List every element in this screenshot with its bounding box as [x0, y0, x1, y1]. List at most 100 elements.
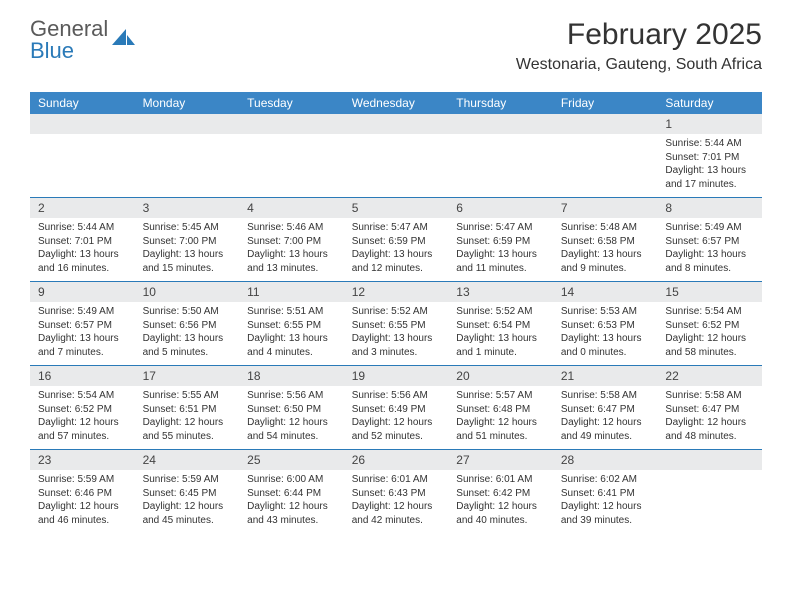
- sunset-line: Sunset: 6:56 PM: [143, 319, 232, 333]
- daylight-line-2: and 7 minutes.: [38, 346, 127, 360]
- calendar-empty-cell: [657, 450, 762, 533]
- daylight-line-2: and 45 minutes.: [143, 514, 232, 528]
- sunrise-line: Sunrise: 6:02 AM: [561, 473, 650, 487]
- daylight-line-2: and 11 minutes.: [456, 262, 545, 276]
- weekday-header-row: SundayMondayTuesdayWednesdayThursdayFrid…: [30, 92, 762, 114]
- daylight-line-1: Daylight: 13 hours: [38, 248, 127, 262]
- daylight-line-1: Daylight: 12 hours: [38, 500, 127, 514]
- day-number: 20: [448, 366, 553, 386]
- daylight-line-1: Daylight: 13 hours: [247, 332, 336, 346]
- day-number: 4: [239, 198, 344, 218]
- weekday-header-cell: Friday: [553, 92, 658, 114]
- daylight-line-2: and 15 minutes.: [143, 262, 232, 276]
- sunrise-line: Sunrise: 5:57 AM: [456, 389, 545, 403]
- day-number: 10: [135, 282, 240, 302]
- sunset-line: Sunset: 7:00 PM: [247, 235, 336, 249]
- day-number: 3: [135, 198, 240, 218]
- daylight-line-1: Daylight: 12 hours: [352, 500, 441, 514]
- daylight-line-1: Daylight: 13 hours: [143, 332, 232, 346]
- calendar-week-row: 1Sunrise: 5:44 AMSunset: 7:01 PMDaylight…: [30, 114, 762, 197]
- title-block: February 2025 Westonaria, Gauteng, South…: [516, 18, 762, 74]
- day-number: [30, 114, 135, 134]
- sunrise-line: Sunrise: 5:44 AM: [38, 221, 127, 235]
- day-number: 9: [30, 282, 135, 302]
- daylight-line-2: and 52 minutes.: [352, 430, 441, 444]
- weekday-header-cell: Sunday: [30, 92, 135, 114]
- day-number: 1: [657, 114, 762, 134]
- day-number: 7: [553, 198, 658, 218]
- sunrise-line: Sunrise: 5:53 AM: [561, 305, 650, 319]
- calendar-day-cell: 27Sunrise: 6:01 AMSunset: 6:42 PMDayligh…: [448, 450, 553, 533]
- calendar-day-cell: 6Sunrise: 5:47 AMSunset: 6:59 PMDaylight…: [448, 198, 553, 281]
- sunset-line: Sunset: 6:52 PM: [665, 319, 754, 333]
- daylight-line-2: and 40 minutes.: [456, 514, 545, 528]
- day-number: 18: [239, 366, 344, 386]
- day-details: Sunrise: 5:55 AMSunset: 6:51 PMDaylight:…: [135, 389, 240, 443]
- day-number: 12: [344, 282, 449, 302]
- day-details: Sunrise: 6:00 AMSunset: 6:44 PMDaylight:…: [239, 473, 344, 527]
- day-details: Sunrise: 6:01 AMSunset: 6:42 PMDaylight:…: [448, 473, 553, 527]
- daylight-line-2: and 13 minutes.: [247, 262, 336, 276]
- weekday-header-cell: Thursday: [448, 92, 553, 114]
- sunset-line: Sunset: 6:43 PM: [352, 487, 441, 501]
- sunset-line: Sunset: 6:50 PM: [247, 403, 336, 417]
- day-details: Sunrise: 5:44 AMSunset: 7:01 PMDaylight:…: [30, 221, 135, 275]
- day-details: Sunrise: 5:59 AMSunset: 6:46 PMDaylight:…: [30, 473, 135, 527]
- daylight-line-1: Daylight: 12 hours: [352, 416, 441, 430]
- daylight-line-2: and 16 minutes.: [38, 262, 127, 276]
- calendar-day-cell: 26 Sunrise: 6:01 AMSunset: 6:43 PMDayligh…: [344, 450, 449, 533]
- weekday-header-cell: Tuesday: [239, 92, 344, 114]
- sunset-line: Sunset: 6:42 PM: [456, 487, 545, 501]
- daylight-line-1: Daylight: 13 hours: [561, 332, 650, 346]
- sunrise-line: Sunrise: 5:44 AM: [665, 137, 754, 151]
- daylight-line-2: and 48 minutes.: [665, 430, 754, 444]
- sunset-line: Sunset: 6:59 PM: [456, 235, 545, 249]
- day-details: Sunrise: 5:58 AMSunset: 6:47 PMDaylight:…: [553, 389, 658, 443]
- calendar-day-cell: 18Sunrise: 5:56 AMSunset: 6:50 PMDayligh…: [239, 366, 344, 449]
- day-details: Sunrise: 5:54 AMSunset: 6:52 PMDaylight:…: [657, 305, 762, 359]
- calendar-day-cell: 14Sunrise: 5:53 AMSunset: 6:53 PMDayligh…: [553, 282, 658, 365]
- daylight-line-2: and 9 minutes.: [561, 262, 650, 276]
- day-number: 16: [30, 366, 135, 386]
- day-number: [448, 114, 553, 134]
- day-number: 8: [657, 198, 762, 218]
- sunset-line: Sunset: 6:57 PM: [38, 319, 127, 333]
- sunrise-line: Sunrise: 5:49 AM: [665, 221, 754, 235]
- day-number: 5: [344, 198, 449, 218]
- calendar-day-cell: 19Sunrise: 5:56 AMSunset: 6:49 PMDayligh…: [344, 366, 449, 449]
- daylight-line-1: Daylight: 13 hours: [352, 248, 441, 262]
- calendar-day-cell: 28Sunrise: 6:02 AMSunset: 6:41 PMDayligh…: [553, 450, 658, 533]
- calendar-day-cell: 5Sunrise: 5:47 AMSunset: 6:59 PMDaylight…: [344, 198, 449, 281]
- calendar-day-cell: 13Sunrise: 5:52 AMSunset: 6:54 PMDayligh…: [448, 282, 553, 365]
- daylight-line-1: Daylight: 13 hours: [456, 248, 545, 262]
- daylight-line-1: Daylight: 12 hours: [456, 500, 545, 514]
- day-details: Sunrise: 5:54 AMSunset: 6:52 PMDaylight:…: [30, 389, 135, 443]
- daylight-line-1: Daylight: 13 hours: [665, 164, 754, 178]
- daylight-line-1: Daylight: 12 hours: [665, 332, 754, 346]
- calendar-body: 1 Sunrise: 5:44 AMSunset: 7:01 PMDaylight…: [30, 114, 762, 533]
- sunrise-line: Sunrise: 5:54 AM: [38, 389, 127, 403]
- calendar-day-cell: 16 Sunrise: 5:54 AMSunset: 6:52 PMDayligh…: [30, 366, 135, 449]
- daylight-line-1: Daylight: 12 hours: [561, 500, 650, 514]
- sunrise-line: Sunrise: 5:58 AM: [561, 389, 650, 403]
- daylight-line-2: and 0 minutes.: [561, 346, 650, 360]
- sunset-line: Sunset: 6:55 PM: [352, 319, 441, 333]
- sunset-line: Sunset: 6:45 PM: [143, 487, 232, 501]
- daylight-line-1: Daylight: 12 hours: [247, 416, 336, 430]
- calendar-empty-cell: [553, 114, 658, 197]
- calendar-day-cell: 21Sunrise: 5:58 AMSunset: 6:47 PMDayligh…: [553, 366, 658, 449]
- calendar-day-cell: 20Sunrise: 5:57 AMSunset: 6:48 PMDayligh…: [448, 366, 553, 449]
- sunset-line: Sunset: 6:58 PM: [561, 235, 650, 249]
- day-details: Sunrise: 5:51 AMSunset: 6:55 PMDaylight:…: [239, 305, 344, 359]
- daylight-line-2: and 58 minutes.: [665, 346, 754, 360]
- day-details: Sunrise: 6:02 AMSunset: 6:41 PMDaylight:…: [553, 473, 658, 527]
- sunrise-line: Sunrise: 6:01 AM: [352, 473, 441, 487]
- calendar-day-cell: 2Sunrise: 5:44 AMSunset: 7:01 PMDaylight…: [30, 198, 135, 281]
- calendar-day-cell: 17Sunrise: 5:55 AMSunset: 6:51 PMDayligh…: [135, 366, 240, 449]
- sunset-line: Sunset: 6:44 PM: [247, 487, 336, 501]
- calendar-day-cell: 11Sunrise: 5:51 AMSunset: 6:55 PMDayligh…: [239, 282, 344, 365]
- day-number: 14: [553, 282, 658, 302]
- day-number: 26: [344, 450, 449, 470]
- weekday-header-cell: Monday: [135, 92, 240, 114]
- calendar-day-cell: 15Sunrise: 5:54 AMSunset: 6:52 PMDayligh…: [657, 282, 762, 365]
